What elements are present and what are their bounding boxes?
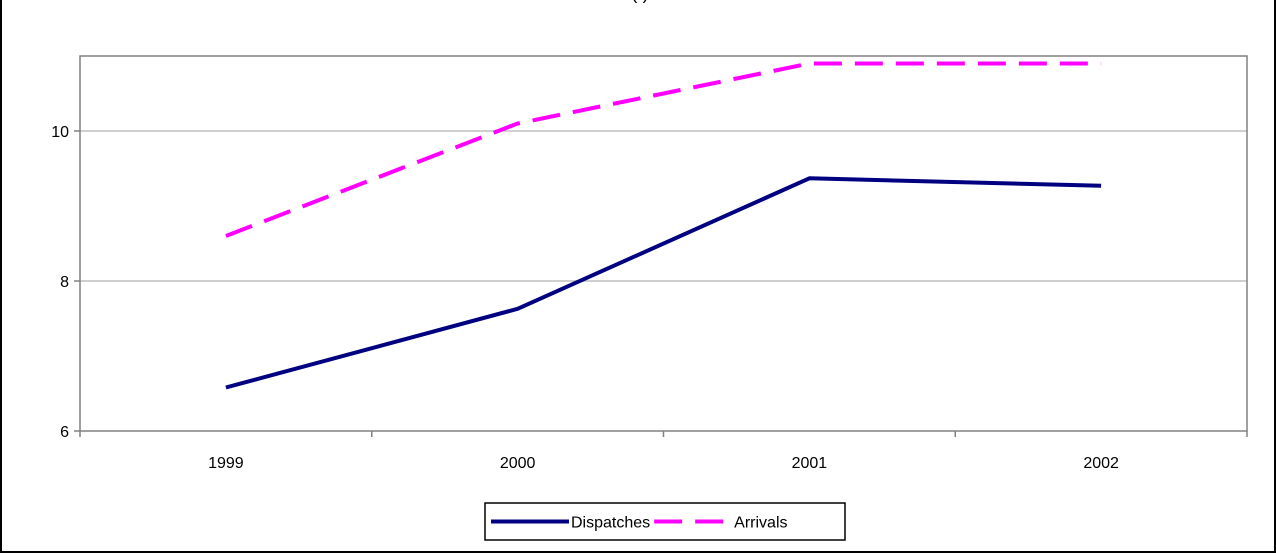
series-line-arrivals bbox=[225, 61, 1102, 238]
y-tick-label: 10 bbox=[51, 124, 69, 141]
y-tick-label: 6 bbox=[60, 424, 69, 441]
x-tick-label: 2000 bbox=[500, 455, 536, 472]
y-tick-label: 8 bbox=[60, 274, 69, 291]
x-tick-label: 2002 bbox=[1083, 455, 1119, 472]
series-line-dispatches bbox=[225, 176, 1102, 390]
legend: Dispatches Arrivals bbox=[484, 502, 846, 541]
legend-label: Arrivals bbox=[734, 515, 787, 532]
chart-title: ( ) bbox=[631, 0, 649, 4]
x-tick-label: 2001 bbox=[792, 455, 828, 472]
legend-label: Dispatches bbox=[571, 515, 650, 532]
plot-area: 6 8 10 1999 2000 2001 2002 bbox=[51, 55, 1248, 472]
x-tick-label: 1999 bbox=[208, 455, 244, 472]
